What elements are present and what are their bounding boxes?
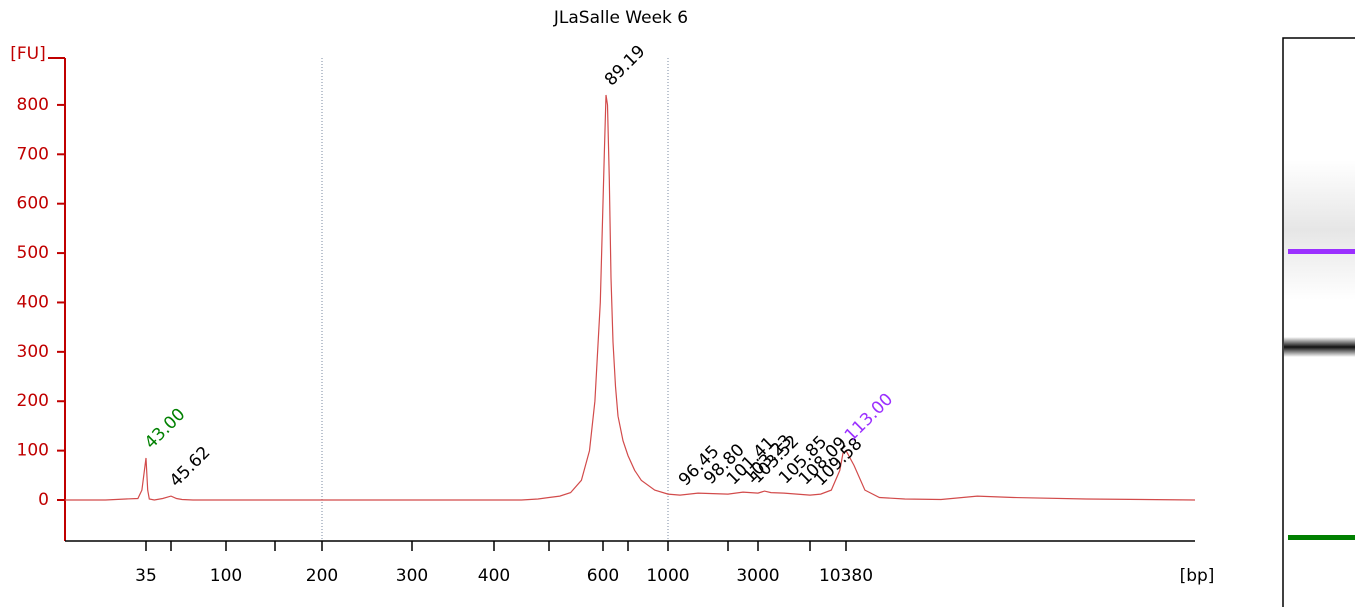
- y-tick-label: 700: [17, 144, 49, 164]
- x-axis-label: [bp]: [1180, 566, 1215, 586]
- gel-smear: [1284, 160, 1355, 300]
- y-axis-label: [FU]: [10, 44, 46, 64]
- peak-label: 89.19: [601, 42, 650, 91]
- x-tick-label: 100: [210, 566, 242, 586]
- peak-label: 45.62: [166, 443, 215, 492]
- upper-marker-band: [1288, 249, 1355, 254]
- x-tick-label: 400: [478, 566, 510, 586]
- lower-marker-band: [1288, 535, 1355, 540]
- peak-label: 113.00: [841, 389, 897, 445]
- gel-band: [1284, 337, 1355, 357]
- trace: [65, 94, 1196, 501]
- x-tick-label: 10380: [819, 566, 873, 586]
- y-tick-label: 0: [38, 490, 49, 510]
- gel-frame: [1282, 37, 1355, 607]
- x-tick-label: 1000: [646, 566, 689, 586]
- x-tick-label: 600: [587, 566, 619, 586]
- x-tick-label: 200: [306, 566, 338, 586]
- peak-label: 43.00: [141, 405, 190, 454]
- y-tick-label: 500: [17, 243, 49, 263]
- gel-lane: [1282, 37, 1355, 607]
- y-tick-label: 200: [17, 391, 49, 411]
- y-tick-label: 300: [17, 342, 49, 362]
- x-tick-label: 300: [396, 566, 428, 586]
- x-tick-label: 3000: [736, 566, 779, 586]
- y-tick-label: 100: [17, 441, 49, 461]
- y-tick-label: 600: [17, 194, 49, 214]
- chart-title: JLaSalle Week 6: [553, 8, 688, 28]
- x-tick-label: 35: [135, 566, 157, 586]
- y-tick-label: 400: [17, 292, 49, 312]
- y-tick-label: 800: [17, 95, 49, 115]
